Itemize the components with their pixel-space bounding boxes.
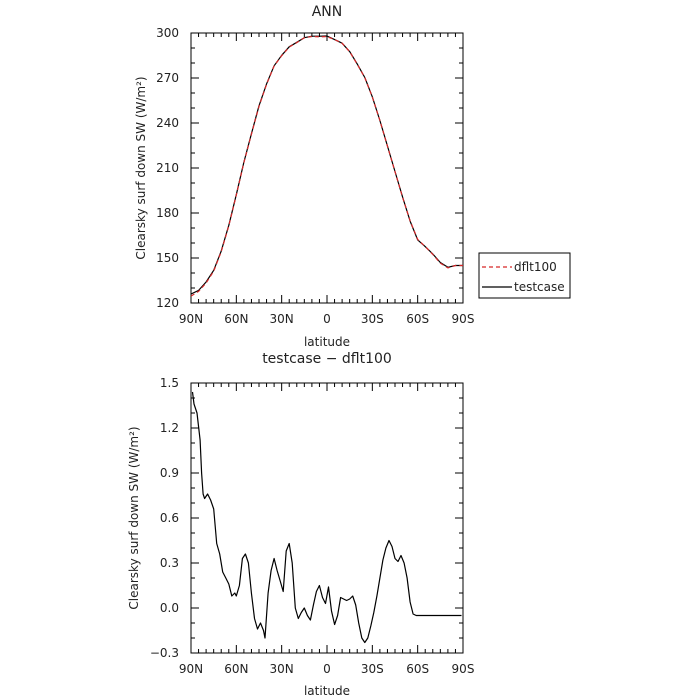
y-tick-labels: 120 150 180 210 240 270 300 [156, 26, 179, 310]
y-axis-title: Clearsky surf down SW (W/m²) [134, 76, 148, 259]
x-tick-label: 90N [179, 312, 203, 326]
x-tick-labels: 90N 60N 30N 0 30S 60S 90S [179, 662, 475, 676]
y-tick-label: 1.5 [160, 376, 179, 390]
y-tick-label: 270 [156, 71, 179, 85]
y-axis-title: Clearsky surf down SW (W/m²) [127, 426, 141, 609]
x-tick-label: 60N [224, 312, 248, 326]
x-axis-title: latitude [304, 684, 350, 698]
axis-ticks [190, 32, 464, 304]
series-line-dflt100 [190, 35, 463, 297]
x-tick-label: 30N [270, 312, 294, 326]
x-tick-label: 90N [179, 662, 203, 676]
panel-difference: testcase − dflt100 90N 60N 30N 0 30S 60S 90S −… [127, 351, 474, 698]
y-tick-label: 240 [156, 116, 179, 130]
y-tick-labels: −0.3 0.0 0.3 0.6 0.9 1.2 1.5 [150, 376, 179, 660]
y-tick-label: 0.0 [160, 601, 179, 615]
panel-annual-mean: ANN 90N 60N 30N 0 30S 60S 90S 120 150 180 210 240 2… [134, 4, 571, 349]
x-tick-label: 90S [452, 662, 475, 676]
y-tick-label: 0.9 [160, 466, 179, 480]
y-tick-label: 0.6 [160, 511, 179, 525]
y-tick-label: 1.2 [160, 421, 179, 435]
y-tick-label: 150 [156, 251, 179, 265]
y-tick-label: −0.3 [150, 646, 179, 660]
x-tick-label: 60S [406, 312, 429, 326]
x-tick-label: 30N [270, 662, 294, 676]
x-tick-label: 60N [224, 662, 248, 676]
legend-box [478, 252, 571, 299]
axis-ticks [190, 382, 464, 654]
plot-frame [190, 32, 464, 304]
series-line-difference [191, 391, 462, 644]
chart-title: ANN [312, 4, 343, 20]
x-tick-labels: 90N 60N 30N 0 30S 60S 90S [179, 312, 475, 326]
plot-frame [190, 382, 464, 654]
y-tick-label: 210 [156, 161, 179, 175]
y-tick-label: 300 [156, 26, 179, 40]
series-lines [191, 391, 462, 644]
legend-label-dflt100: dflt100 [514, 260, 557, 274]
x-tick-label: 90S [452, 312, 475, 326]
y-tick-label: 180 [156, 206, 179, 220]
y-tick-label: 120 [156, 296, 179, 310]
legend-label-testcase: testcase [514, 280, 565, 294]
series-line-testcase [190, 35, 463, 295]
chart-title: testcase − dflt100 [262, 351, 392, 367]
x-tick-label: 0 [323, 662, 331, 676]
x-tick-label: 0 [323, 312, 331, 326]
legend: dflt100 testcase [478, 252, 571, 299]
x-axis-title: latitude [304, 335, 350, 349]
x-tick-label: 30S [361, 662, 384, 676]
y-tick-label: 0.3 [160, 556, 179, 570]
series-lines [190, 35, 463, 297]
x-tick-label: 60S [406, 662, 429, 676]
x-tick-label: 30S [361, 312, 384, 326]
